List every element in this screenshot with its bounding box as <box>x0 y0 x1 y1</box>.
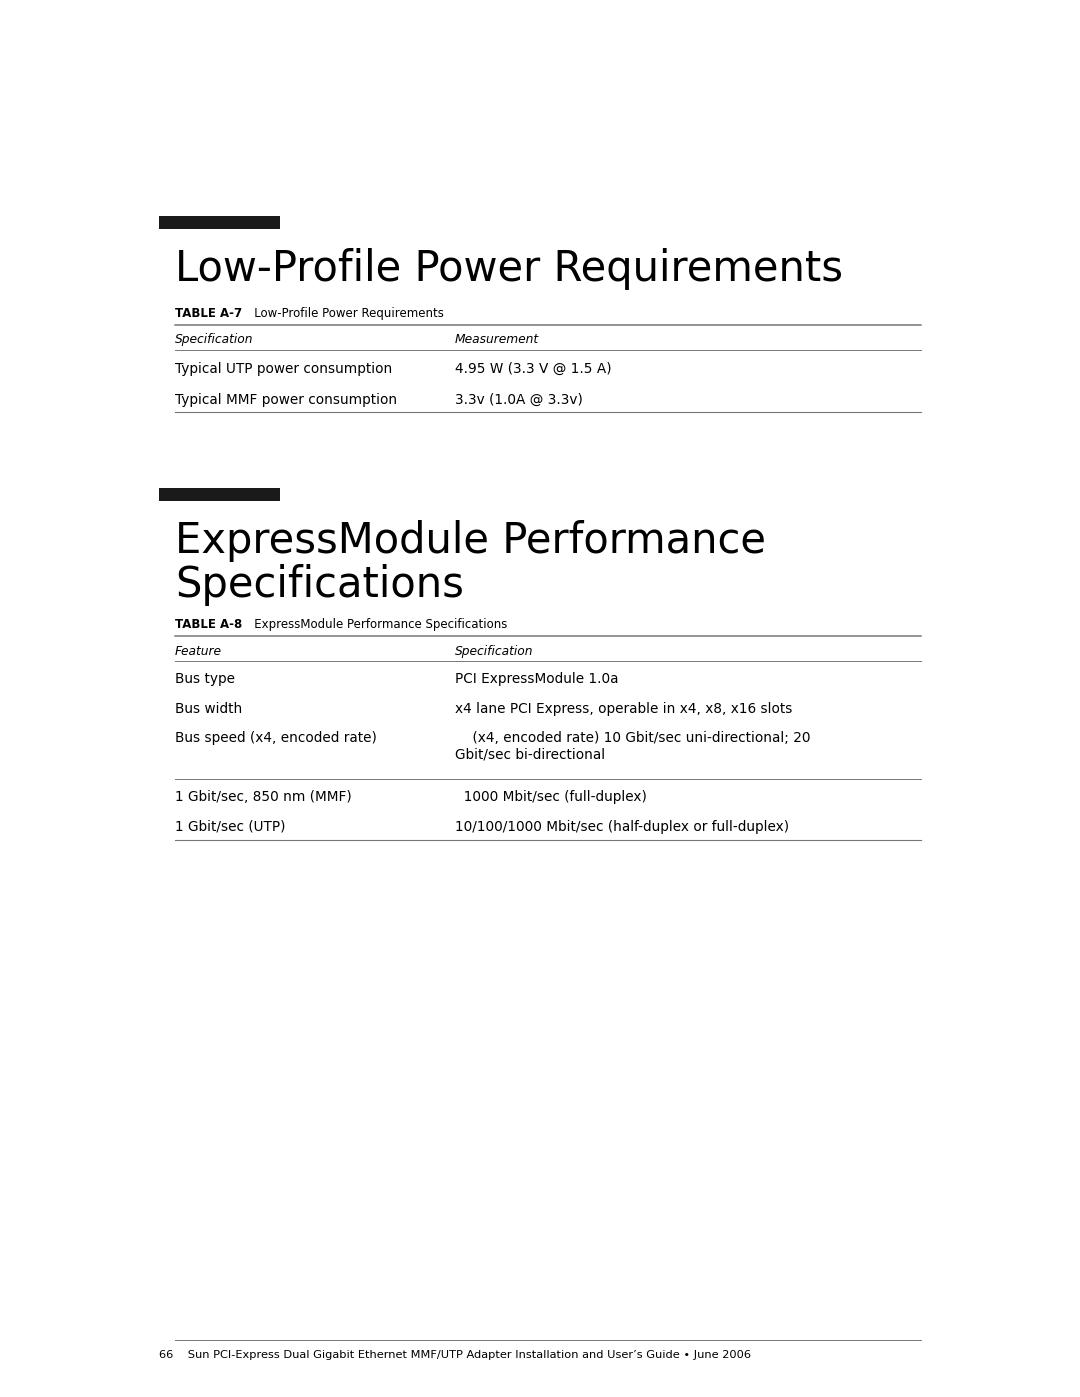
Text: Feature: Feature <box>175 645 222 658</box>
Text: 66    Sun PCI-Express Dual Gigabit Ethernet MMF/UTP Adapter Installation and Use: 66 Sun PCI-Express Dual Gigabit Ethernet… <box>159 1350 751 1361</box>
Text: Specifications: Specifications <box>175 564 464 606</box>
Text: Low-Profile Power Requirements: Low-Profile Power Requirements <box>243 307 444 320</box>
Text: Specification: Specification <box>175 332 254 346</box>
Text: ExpressModule Performance: ExpressModule Performance <box>175 520 766 562</box>
Text: 4.95 W (3.3 V @ 1.5 A): 4.95 W (3.3 V @ 1.5 A) <box>455 362 611 376</box>
Text: PCI ExpressModule 1.0a: PCI ExpressModule 1.0a <box>455 672 619 686</box>
Text: TABLE A-8: TABLE A-8 <box>175 617 242 631</box>
Text: Measurement: Measurement <box>455 332 539 346</box>
Text: ExpressModule Performance Specifications: ExpressModule Performance Specifications <box>243 617 508 631</box>
Text: Bus type: Bus type <box>175 672 235 686</box>
Text: Low-Profile Power Requirements: Low-Profile Power Requirements <box>175 249 843 291</box>
Text: 1 Gbit/sec, 850 nm (MMF): 1 Gbit/sec, 850 nm (MMF) <box>175 789 352 805</box>
Bar <box>159 488 280 500</box>
Text: Bus speed (x4, encoded rate): Bus speed (x4, encoded rate) <box>175 731 377 745</box>
Text: 3.3v (1.0A @ 3.3v): 3.3v (1.0A @ 3.3v) <box>455 393 583 407</box>
Text: 1 Gbit/sec (UTP): 1 Gbit/sec (UTP) <box>175 820 285 834</box>
Text: TABLE A-7: TABLE A-7 <box>175 307 242 320</box>
Text: Typical MMF power consumption: Typical MMF power consumption <box>175 393 397 407</box>
Bar <box>159 215 280 229</box>
Text: (x4, encoded rate) 10 Gbit/sec uni-directional; 20
Gbit/sec bi-directional: (x4, encoded rate) 10 Gbit/sec uni-direc… <box>455 731 810 761</box>
Text: 1000 Mbit/sec (full-duplex): 1000 Mbit/sec (full-duplex) <box>455 789 647 805</box>
Text: x4 lane PCI Express, operable in x4, x8, x16 slots: x4 lane PCI Express, operable in x4, x8,… <box>455 703 793 717</box>
Text: Bus width: Bus width <box>175 703 242 717</box>
Text: Specification: Specification <box>455 645 534 658</box>
Text: 10/100/1000 Mbit/sec (half-duplex or full-duplex): 10/100/1000 Mbit/sec (half-duplex or ful… <box>455 820 789 834</box>
Text: Typical UTP power consumption: Typical UTP power consumption <box>175 362 392 376</box>
